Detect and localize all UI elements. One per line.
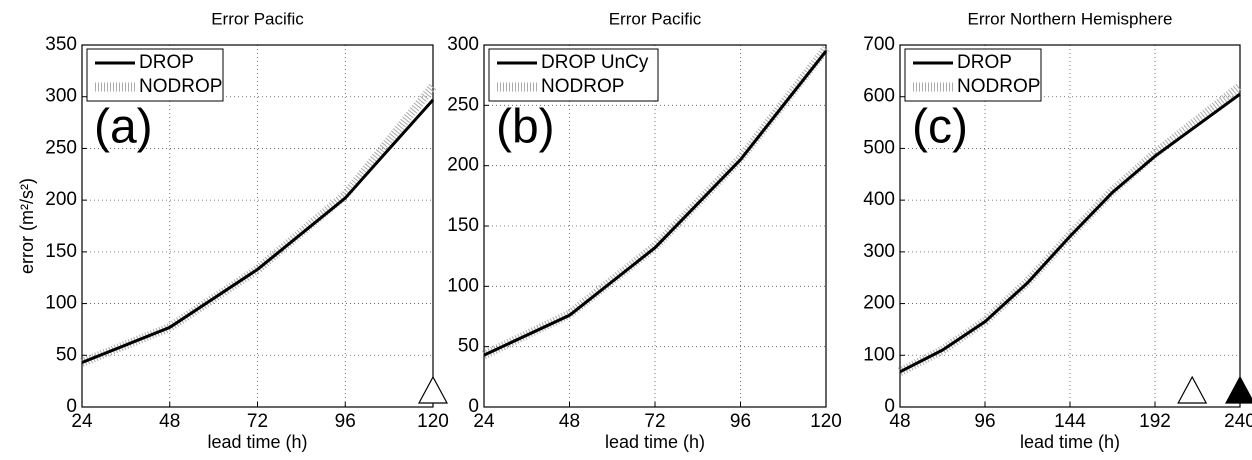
y-tick-label: 500 xyxy=(863,137,895,158)
legend-box xyxy=(488,48,659,102)
legend-label: NODROP xyxy=(139,76,222,97)
x-tick-label: 120 xyxy=(810,411,842,432)
significance-marker xyxy=(417,375,449,404)
series-line xyxy=(899,92,1241,374)
x-tick-label: 120 xyxy=(417,411,449,432)
y-tick-label: 50 xyxy=(458,336,479,357)
series-line xyxy=(81,98,435,364)
y-tick-label: 100 xyxy=(45,293,77,314)
legend-box xyxy=(904,48,1042,102)
x-tick-label: 48 xyxy=(559,411,580,432)
panel-label: (a) xyxy=(94,101,153,154)
x-axis-label: lead time (h) xyxy=(1020,432,1120,452)
y-tick-label: 200 xyxy=(45,189,77,210)
x-tick-label: 96 xyxy=(974,411,995,432)
legend-label: DROP xyxy=(139,52,194,73)
y-tick-label: 0 xyxy=(66,396,77,417)
y-tick-label: 100 xyxy=(447,275,479,296)
x-tick-label: 144 xyxy=(1054,411,1086,432)
legend-label: DROP UnCy xyxy=(541,52,649,73)
x-tick-label: 72 xyxy=(644,411,665,432)
x-tick-label: 72 xyxy=(247,411,268,432)
y-tick-label: 150 xyxy=(447,215,479,236)
x-tick-label: 192 xyxy=(1139,411,1171,432)
plot-frame xyxy=(483,44,827,408)
legend-box xyxy=(86,48,224,102)
y-tick-label: 150 xyxy=(45,241,77,262)
x-axis-label: lead time (h) xyxy=(605,432,705,452)
y-tick-label: 700 xyxy=(863,34,895,55)
plot-frame xyxy=(899,44,1241,408)
x-tick-label: 24 xyxy=(71,411,93,432)
y-tick-label: 0 xyxy=(468,396,479,417)
y-tick-label: 250 xyxy=(447,94,479,115)
y-tick-label: 0 xyxy=(884,396,895,417)
plot-frame xyxy=(81,44,434,408)
chart-title: Error Northern Hemisphere xyxy=(967,9,1172,28)
legend-label: NODROP xyxy=(541,76,624,97)
x-tick-label: 240 xyxy=(1224,411,1252,432)
x-tick-label: 24 xyxy=(473,411,495,432)
y-tick-label: 250 xyxy=(45,137,77,158)
y-tick-label: 200 xyxy=(863,293,895,314)
panel-label: (b) xyxy=(496,101,555,154)
panel-label: (c) xyxy=(912,101,968,154)
x-tick-label: 48 xyxy=(889,411,910,432)
x-tick-label: 96 xyxy=(335,411,356,432)
y-tick-label: 400 xyxy=(863,189,895,210)
y-tick-label: 300 xyxy=(45,86,77,107)
x-tick-label: 96 xyxy=(730,411,751,432)
chart-title: Error Pacific xyxy=(211,9,304,28)
legend-label: DROP xyxy=(957,52,1012,73)
series-line xyxy=(483,50,828,357)
chart-title: Error Pacific xyxy=(609,9,702,28)
x-axis-label: lead time (h) xyxy=(207,432,307,452)
y-tick-label: 100 xyxy=(863,344,895,365)
significance-marker xyxy=(1224,375,1252,404)
significance-marker xyxy=(1177,375,1208,404)
y-tick-label: 350 xyxy=(45,34,77,55)
y-tick-label: 600 xyxy=(863,86,895,107)
legend-label: NODROP xyxy=(957,76,1040,97)
y-tick-label: 300 xyxy=(447,34,479,55)
y-tick-label: 50 xyxy=(56,344,77,365)
y-tick-label: 300 xyxy=(863,241,895,262)
y-axis-label: error (m²/s²) xyxy=(17,178,37,274)
x-tick-label: 48 xyxy=(159,411,180,432)
y-tick-label: 200 xyxy=(447,155,479,176)
